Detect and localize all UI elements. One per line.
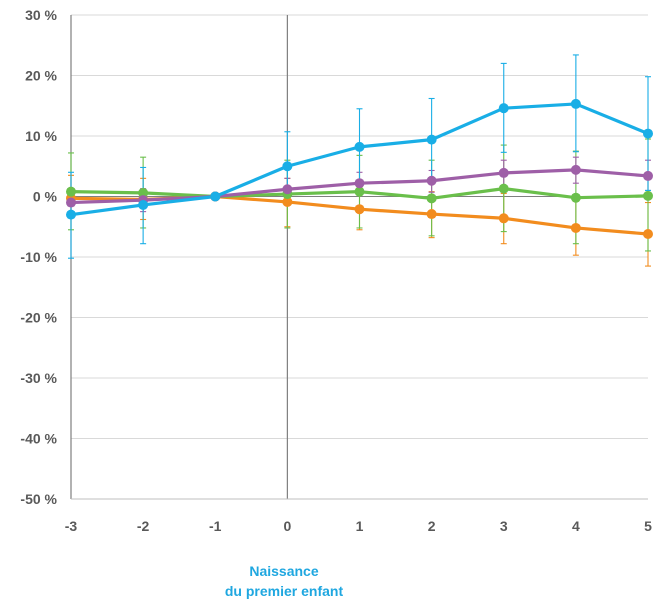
data-point [210, 191, 221, 202]
data-point [426, 175, 437, 186]
data-point [570, 98, 581, 109]
data-point [643, 170, 653, 181]
y-tick-label: 30 % [25, 7, 57, 23]
x-tick-label: 3 [500, 518, 508, 534]
data-point [138, 199, 149, 210]
data-point [66, 197, 76, 208]
data-point [498, 167, 509, 178]
data-point [282, 196, 293, 207]
x-tick-label: -1 [209, 518, 222, 534]
x-axis-title-line-1: Naissance [249, 563, 318, 579]
x-tick-label: 2 [428, 518, 436, 534]
data-point [643, 229, 653, 240]
x-tick-label: -2 [137, 518, 150, 534]
y-tick-label: -30 % [20, 370, 57, 386]
y-tick-label: 20 % [25, 68, 57, 84]
y-axis-tick-labels: 30 % 20 % 10 % 0 % -10 % -20 % -30 % -40 % -50 % [20, 7, 57, 507]
data-point [643, 190, 653, 201]
data-point [354, 204, 365, 215]
data-point [498, 183, 509, 194]
error-bars [68, 54, 651, 267]
data-point [354, 186, 365, 197]
gridlines [71, 14, 648, 500]
x-tick-label: 4 [572, 518, 580, 534]
y-tick-label: -10 % [20, 249, 57, 265]
x-tick-label: 1 [356, 518, 364, 534]
x-tick-label: 0 [283, 518, 291, 534]
data-point [282, 184, 293, 195]
y-tick-label: -50 % [20, 491, 57, 507]
data-point [354, 141, 365, 152]
data-point [354, 178, 365, 189]
y-tick-label: 10 % [25, 128, 57, 144]
data-point [570, 192, 581, 203]
data-point [498, 213, 509, 224]
series-points [66, 98, 653, 240]
x-axis-tick-labels: -3 -2 -1 0 1 2 3 4 5 [65, 518, 652, 534]
data-point [138, 187, 149, 198]
data-point [66, 209, 76, 220]
x-tick-label: -3 [65, 518, 78, 534]
x-axis-title-line-2: du premier enfant [225, 583, 344, 599]
data-point [426, 134, 437, 145]
y-tick-label: 0 % [33, 189, 58, 205]
data-point [498, 103, 509, 114]
data-point [426, 193, 437, 204]
data-point [66, 186, 76, 197]
data-point [282, 161, 293, 172]
y-tick-label: -20 % [20, 310, 57, 326]
data-point [570, 164, 581, 175]
data-point [426, 209, 437, 220]
y-tick-label: -40 % [20, 431, 57, 447]
x-tick-label: 5 [644, 518, 652, 534]
data-point [570, 222, 581, 233]
data-point [643, 128, 653, 139]
